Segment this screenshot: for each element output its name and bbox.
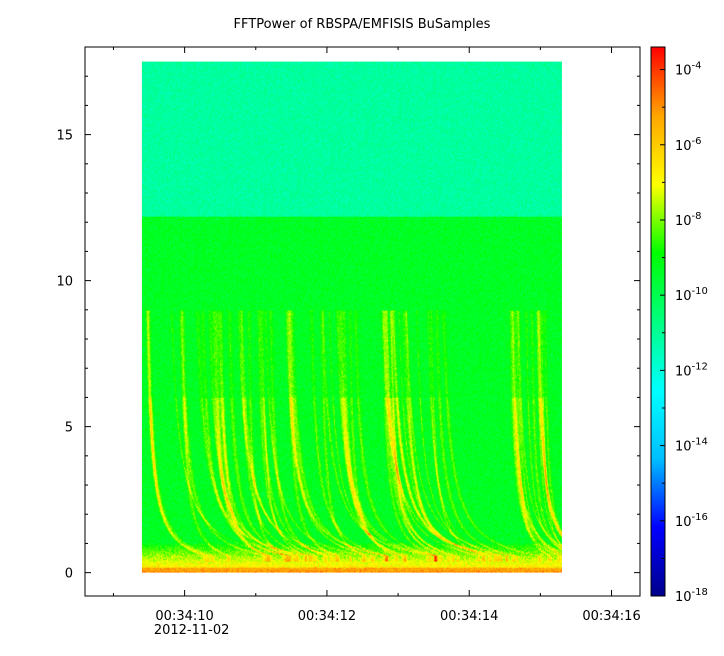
colorbar-scale [650, 46, 666, 597]
x-tick-label: 00:34:16 [582, 609, 640, 624]
y-tick-label: 15 [56, 129, 73, 144]
colorbar-tick-label: 10-6 [675, 136, 702, 154]
spectrogram-image [141, 61, 562, 573]
colorbar-tick-label: 10-4 [675, 61, 702, 79]
x-tick-label: 00:34:10 [155, 609, 213, 624]
y-tick-label: 0 [65, 567, 73, 582]
chart-title: FFTPower of RBSPA/EMFISIS BuSamples [233, 17, 491, 32]
x-tick-label: 00:34:14 [440, 609, 498, 624]
spectrogram-heatmap [141, 61, 562, 573]
colorbar-tick-label: 10-14 [675, 437, 708, 455]
y-tick-label: 5 [65, 421, 73, 436]
x-tick-label: 00:34:12 [298, 609, 356, 624]
colorbar-tick-label: 10-18 [675, 587, 708, 605]
colorbar-tick-label: 10-16 [675, 512, 708, 530]
colorbar: 10-18 10-16 10-14 10-12 10-10 10-8 10-6 10-4 [650, 46, 708, 605]
colorbar-tick-label: 10-8 [675, 211, 702, 229]
y-tick-label: 10 [56, 275, 73, 290]
colorbar-tick-label: 10-12 [675, 361, 708, 379]
x-date-label: 2012-11-02 [154, 623, 230, 638]
colorbar-tick-label: 10-10 [675, 286, 708, 304]
